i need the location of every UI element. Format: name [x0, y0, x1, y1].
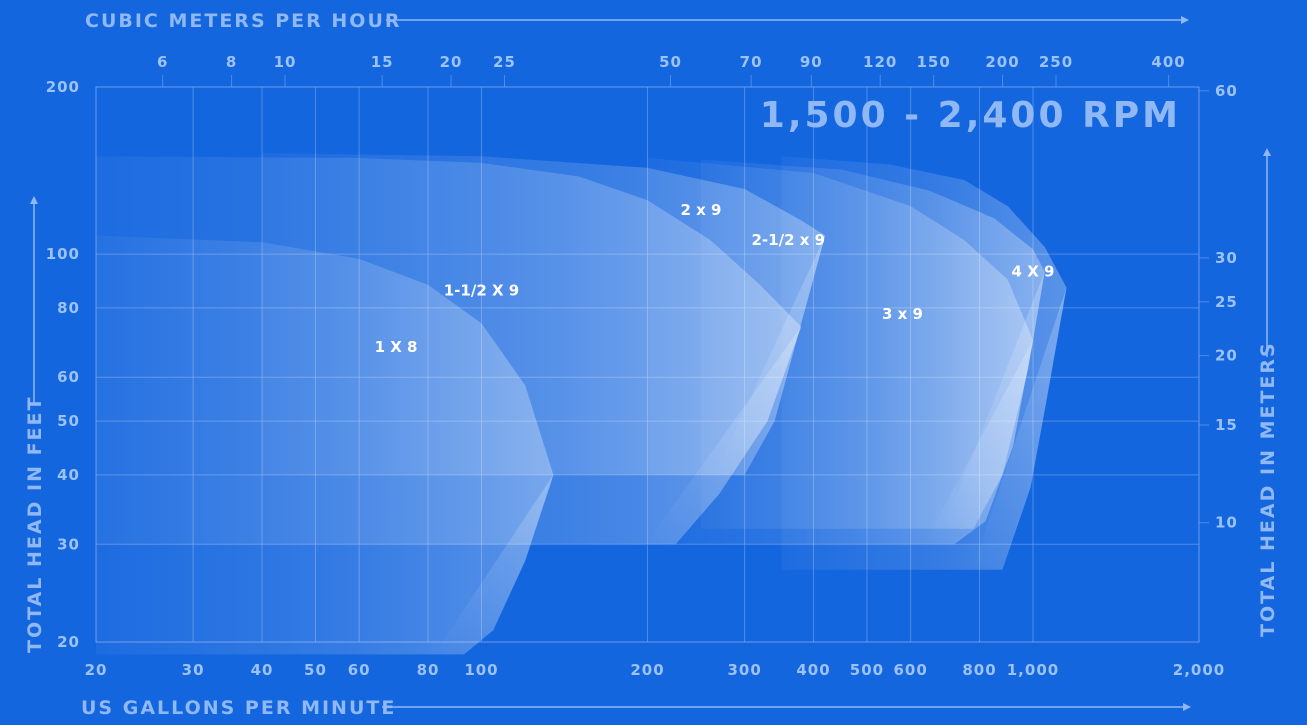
top-axis-arrowhead [1181, 16, 1189, 24]
x-tick-label: 400 [796, 661, 830, 679]
x-tick-label: 300 [727, 661, 761, 679]
x-tick-label: 500 [850, 661, 884, 679]
left-axis-title: TOTAL HEAD IN FEET [24, 396, 46, 653]
x2-tick-label: 50 [659, 53, 682, 71]
x-tick-label: 1,000 [1007, 661, 1059, 679]
pump-curve-area [781, 156, 1067, 570]
x2-tick-label: 200 [985, 53, 1019, 71]
x2-tick-label: 25 [493, 53, 516, 71]
x2-tick-label: 400 [1151, 53, 1185, 71]
y-tick-label: 100 [46, 245, 80, 263]
pump-labels: 1 X 8 1-1/2 X 9 2 x 9 2-1/2 x 9 3 x 9 4 X 9 [375, 201, 1055, 356]
y2-tick-label: 15 [1215, 416, 1238, 434]
x-tick-label: 50 [304, 661, 327, 679]
top-axis-title: CUBIC METERS PER HOUR [85, 10, 402, 32]
x-tick-label: 100 [464, 661, 498, 679]
pump-curve-label: 3 x 9 [882, 305, 923, 323]
pump-curve-label: 2-1/2 x 9 [751, 231, 825, 249]
y2-tick-label: 20 [1215, 347, 1238, 365]
x-tick-label: 30 [182, 661, 205, 679]
x2-tick-label: 150 [916, 53, 950, 71]
pump-curve-tail [972, 287, 1067, 570]
x2-tick-label: 20 [440, 53, 463, 71]
pump-curve-label: 4 X 9 [1012, 263, 1055, 281]
right-axis-arrowhead [1263, 148, 1271, 156]
x-tick-label: 40 [251, 661, 274, 679]
x-tick-label: 200 [630, 661, 664, 679]
x-tick-label: 2,000 [1173, 661, 1225, 679]
y-tick-label: 60 [57, 368, 80, 386]
pump-curve-label: 2 x 9 [680, 201, 721, 219]
bottom-axis-arrowhead [1183, 703, 1191, 711]
y-tick-label: 80 [57, 299, 80, 317]
y-tick-label: 50 [57, 412, 80, 430]
pump-curve-label: 1 X 8 [375, 338, 418, 356]
bottom-axis-title: US GALLONS PER MINUTE [81, 697, 396, 719]
axis-ticks: 20 30 40 50 60 80 100 200 300 400 500 600 800 1,000 2,… [46, 53, 1238, 679]
x-tick-label: 800 [962, 661, 996, 679]
rpm-title: 1,500 - 2,400 RPM [760, 95, 1181, 136]
x2-tick-label: 10 [274, 53, 297, 71]
y-tick-label: 200 [46, 78, 80, 96]
x-tick-label: 600 [893, 661, 927, 679]
y2-tick-label: 10 [1215, 514, 1238, 532]
y2-tick-label: 30 [1215, 249, 1238, 267]
left-axis-arrowhead [30, 196, 38, 204]
y-tick-label: 20 [57, 633, 80, 651]
x-tick-label: 60 [348, 661, 371, 679]
pump-curves [96, 153, 1067, 655]
y2-tick-label: 25 [1215, 293, 1238, 311]
x2-tick-label: 6 [157, 53, 168, 71]
pump-curve-label: 1-1/2 X 9 [444, 281, 519, 299]
right-axis-title: TOTAL HEAD IN METERS [1257, 341, 1279, 637]
y-tick-label: 30 [57, 535, 80, 553]
y2-tick-label: 60 [1215, 82, 1238, 100]
x2-tick-label: 120 [863, 53, 897, 71]
x-tick-label: 20 [85, 661, 108, 679]
x2-tick-label: 70 [740, 53, 763, 71]
x2-tick-label: 15 [371, 53, 394, 71]
y-tick-label: 40 [57, 466, 80, 484]
x2-tick-label: 90 [800, 53, 823, 71]
x2-tick-label: 250 [1039, 53, 1073, 71]
x2-tick-label: 8 [226, 53, 237, 71]
x-tick-label: 80 [417, 661, 440, 679]
